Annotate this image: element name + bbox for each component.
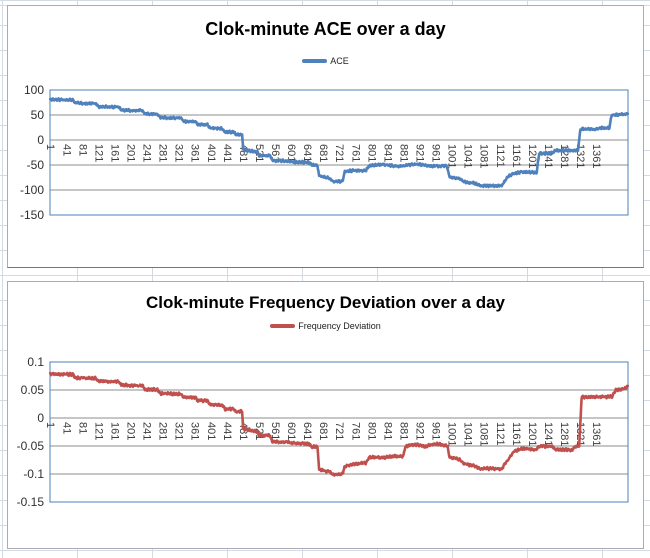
- ace-x-tick-label: 641: [301, 144, 313, 162]
- ace-x-tick-label: 1041: [462, 144, 474, 168]
- ace-x-tick-label: 921: [413, 144, 425, 162]
- ace-legend-label: ACE: [330, 56, 349, 66]
- freq-y-tick-label: -0.05: [17, 439, 45, 453]
- freq-y-tick-label: 0: [37, 411, 44, 425]
- freq-series-line: [48, 371, 630, 477]
- freq-x-tick-label: 721: [333, 422, 345, 440]
- ace-x-tick-label: 401: [205, 144, 217, 162]
- freq-x-tick-label: 361: [189, 422, 201, 440]
- frequency-deviation-chart-object[interactable]: Clok-minute Frequency Deviation over a d…: [7, 281, 644, 549]
- ace-x-tick-label: 1081: [478, 144, 490, 168]
- freq-x-tick-label: 1121: [494, 422, 506, 446]
- freq-x-tick-label: 641: [301, 422, 313, 440]
- freq-x-tick-label: 921: [413, 422, 425, 440]
- freq-plot-border: [49, 361, 629, 503]
- freq-x-tick-label: 121: [92, 422, 104, 440]
- ace-y-tick-label: 100: [24, 83, 44, 97]
- ace-x-tick-label: 361: [189, 144, 201, 162]
- ace-x-tick-label: 1121: [494, 144, 506, 168]
- freq-x-tick-label: 561: [269, 422, 281, 440]
- freq-x-tick-label: 601: [285, 422, 297, 440]
- ace-x-tick-label: 81: [76, 144, 88, 156]
- freq-x-tick-label: 881: [397, 422, 409, 440]
- freq-x-tick-label: 1161: [510, 422, 522, 446]
- frequency-deviation-legend-line-swatch: [270, 324, 296, 328]
- freq-x-tick-label: 161: [108, 422, 120, 440]
- ace-x-tick-label: 201: [124, 144, 136, 162]
- ace-x-tick-label: 961: [430, 144, 442, 162]
- ace-x-tick-label: 161: [108, 144, 120, 162]
- freq-y-tick-label: 0.05: [21, 383, 45, 397]
- freq-y-tick-label: -0.1: [23, 467, 44, 481]
- frequency-deviation-plot-area: 0.1 0.05 0 -0.05 -0.1 -0.15 1 41 81 121 161 201 241 2…: [17, 355, 630, 509]
- freq-y-tick-label: 0.1: [27, 355, 44, 369]
- ace-x-tick-label: 281: [157, 144, 169, 162]
- freq-x-tick-label: 1001: [446, 422, 458, 446]
- ace-legend: ACE: [8, 56, 643, 66]
- freq-x-tick-label: 1081: [478, 422, 490, 446]
- ace-x-tick-label: 761: [349, 144, 361, 162]
- ace-y-tick-label: -100: [20, 183, 44, 197]
- freq-x-tick-label: 401: [205, 422, 217, 440]
- freq-x-tick-label: 81: [76, 422, 88, 434]
- ace-x-tick-label: 41: [60, 144, 72, 156]
- freq-x-tick-label: 481: [237, 422, 249, 440]
- freq-x-tick-label: 1281: [558, 422, 570, 446]
- freq-x-tick-label: 841: [381, 422, 393, 440]
- ace-x-tick-label: 121: [92, 144, 104, 162]
- ace-plot-border: [49, 89, 629, 216]
- ace-plot-area: 100 50 0 -50 -100 -150 1 41 81 121 161 201 241 281 321…: [20, 83, 630, 222]
- freq-x-tick-label: 1041: [462, 422, 474, 446]
- freq-x-tick-label: 41: [60, 422, 72, 434]
- ace-x-tick-label: 1161: [510, 144, 522, 168]
- freq-x-tick-label: 1201: [526, 422, 538, 446]
- ace-x-tick-label: 881: [397, 144, 409, 162]
- frequency-deviation-chart-title: Clok-minute Frequency Deviation over a d…: [146, 293, 505, 312]
- ace-y-tick-label: -50: [27, 158, 45, 172]
- ace-x-tick-label: 1281: [558, 144, 570, 168]
- freq-x-tick-label: 961: [430, 422, 442, 440]
- ace-y-tick-label: -150: [20, 208, 44, 222]
- freq-y-tick-label: -0.15: [17, 495, 45, 509]
- freq-x-tick-label: 441: [221, 422, 233, 440]
- ace-x-tick-label: 721: [333, 144, 345, 162]
- ace-x-tick-label: 321: [173, 144, 185, 162]
- frequency-deviation-legend-label: Frequency Deviation: [298, 321, 381, 331]
- ace-x-tick-label: 801: [365, 144, 377, 162]
- ace-legend-line-swatch: [302, 59, 328, 63]
- ace-x-tick-label: 241: [141, 144, 153, 162]
- freq-x-tick-label: 1241: [542, 422, 554, 446]
- ace-series-line: [48, 97, 630, 189]
- freq-x-tick-label: 281: [157, 422, 169, 440]
- ace-chart-title: Clok-minute ACE over a day: [205, 19, 446, 39]
- ace-x-tick-label: 601: [285, 144, 297, 162]
- freq-x-tick-label: 201: [124, 422, 136, 440]
- freq-x-tick-label: 801: [365, 422, 377, 440]
- frequency-deviation-legend: Frequency Deviation: [8, 321, 643, 331]
- freq-x-tick-label: 241: [141, 422, 153, 440]
- ace-x-tick-label: 1201: [526, 144, 538, 168]
- freq-x-tick-label: 1361: [590, 422, 602, 446]
- ace-y-tick-label: 50: [31, 108, 45, 122]
- ace-x-tick-label: 1001: [446, 144, 458, 168]
- ace-x-tick-label: 1361: [590, 144, 602, 168]
- ace-x-tick-label: 441: [221, 144, 233, 162]
- ace-x-tick-label: 1: [44, 144, 56, 150]
- ace-y-tick-label: 0: [37, 133, 44, 147]
- freq-x-tick-label: 681: [317, 422, 329, 440]
- freq-x-tick-label: 761: [349, 422, 361, 440]
- freq-x-tick-label: 1: [44, 422, 56, 428]
- ace-x-tick-label: 1321: [574, 144, 586, 168]
- ace-x-tick-label: 1241: [542, 144, 554, 168]
- freq-x-tick-label: 321: [173, 422, 185, 440]
- ace-x-tick-label: 841: [381, 144, 393, 162]
- ace-chart-object[interactable]: Clok-minute ACE over a day ACE 100 50 0 -50…: [7, 5, 644, 268]
- ace-x-tick-label: 681: [317, 144, 329, 162]
